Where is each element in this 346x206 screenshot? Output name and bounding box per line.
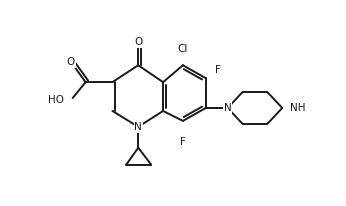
- Text: F: F: [215, 65, 221, 75]
- Text: O: O: [134, 37, 142, 47]
- Text: F: F: [180, 137, 186, 147]
- Text: NH: NH: [290, 103, 306, 113]
- Text: HO: HO: [48, 95, 64, 105]
- Text: Cl: Cl: [178, 44, 188, 54]
- Text: O: O: [66, 57, 75, 67]
- Text: N: N: [224, 103, 231, 113]
- Text: N: N: [134, 122, 142, 132]
